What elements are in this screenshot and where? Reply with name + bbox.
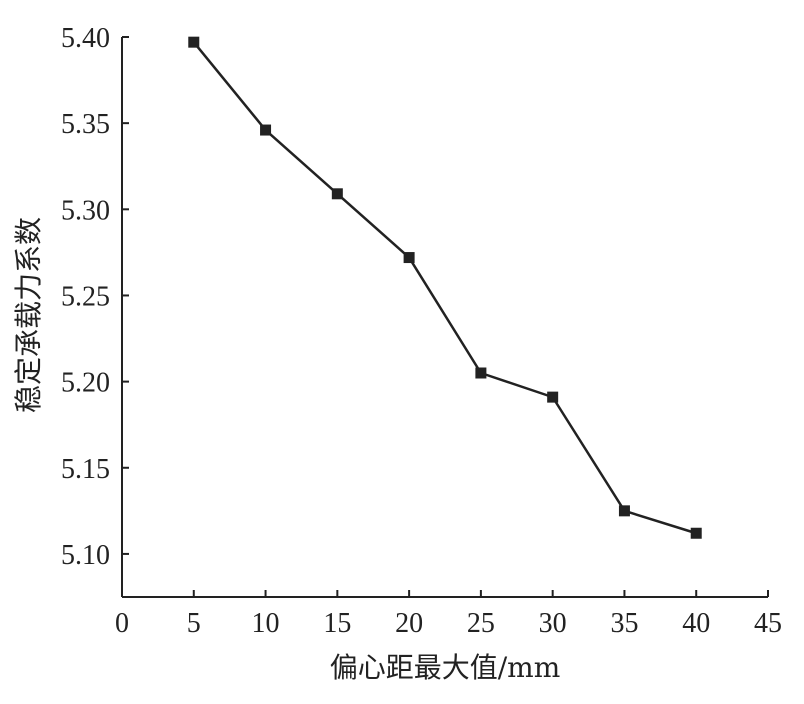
y-tick-label: 5.25 [61, 281, 110, 312]
data-point-marker [331, 188, 343, 200]
y-tick-label: 5.30 [61, 195, 110, 226]
y-axis-ticks: 5.10 5.15 5.20 5.25 5.30 5.35 5.40 [61, 23, 129, 571]
x-tick-label: 35 [610, 608, 638, 639]
data-point-marker [690, 527, 702, 539]
x-axis-ticks: 0 5 10 15 20 25 30 35 40 45 [115, 590, 782, 639]
data-point-marker [188, 36, 200, 48]
y-tick-label: 5.40 [61, 23, 110, 54]
x-tick-label: 0 [115, 608, 129, 639]
data-point-marker [403, 252, 415, 264]
x-tick-label: 30 [539, 608, 567, 639]
y-axis-title: 稳定承载力系数 [12, 217, 45, 413]
y-tick-label: 5.35 [61, 109, 110, 140]
y-tick-label: 5.15 [61, 454, 110, 485]
x-tick-label: 20 [395, 608, 423, 639]
x-tick-label: 15 [323, 608, 351, 639]
x-axis-title: 偏心距最大值/mm [330, 651, 561, 684]
y-tick-label: 5.20 [61, 368, 110, 399]
x-tick-label: 45 [754, 608, 782, 639]
data-point-marker [260, 124, 272, 136]
x-tick-label: 40 [682, 608, 710, 639]
series-line [192, 41, 697, 535]
y-tick-label: 5.10 [61, 540, 110, 571]
axes [121, 37, 768, 598]
data-point-marker [475, 367, 487, 379]
x-tick-label: 10 [252, 608, 280, 639]
data-point-marker [618, 505, 630, 517]
x-tick-label: 5 [187, 608, 201, 639]
x-tick-label: 25 [467, 608, 495, 639]
series-group [188, 36, 702, 539]
data-point-marker [547, 391, 559, 403]
